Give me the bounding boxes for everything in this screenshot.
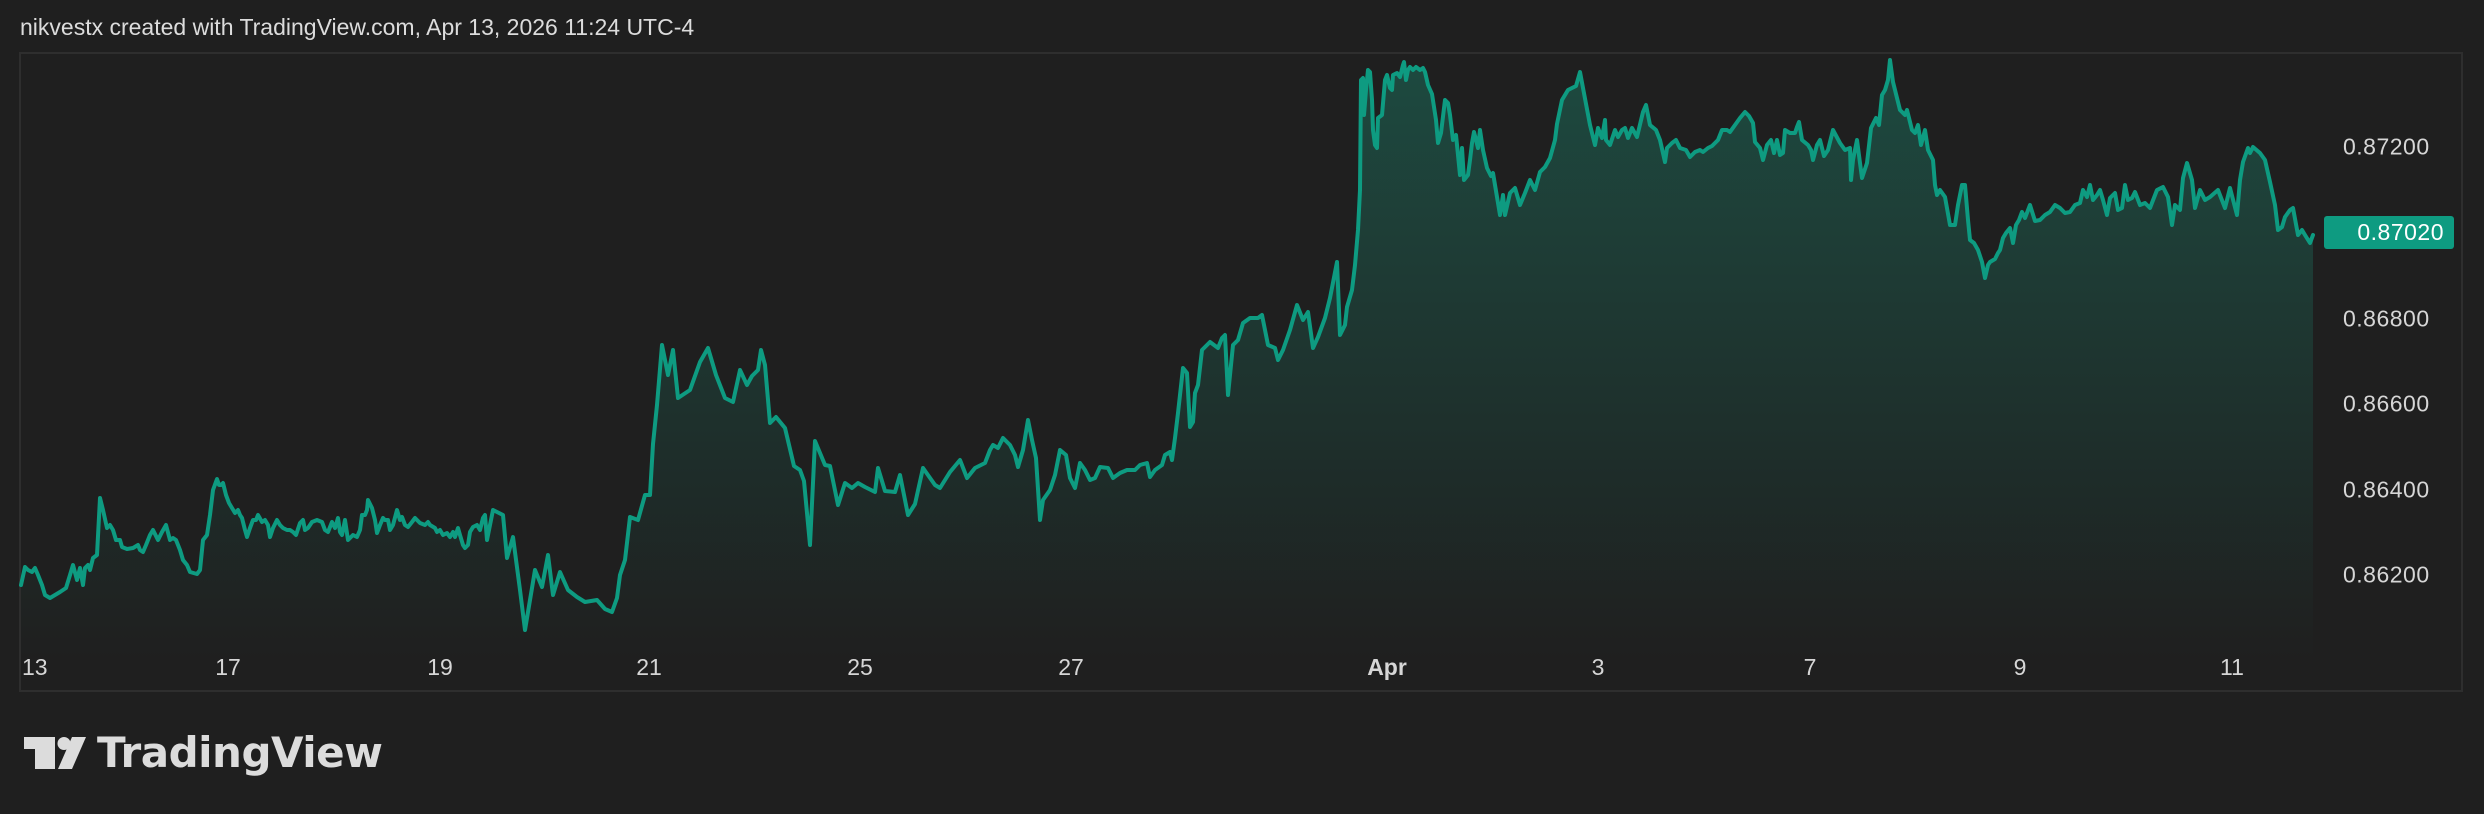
time-axis-label: 9 xyxy=(2013,654,2027,680)
tradingview-logo[interactable] xyxy=(24,736,86,770)
current-price-tag: 0.87020 xyxy=(2324,216,2454,249)
price-axis-label: 0.87200 xyxy=(2343,133,2430,160)
tradingview-logo-icon xyxy=(24,737,86,769)
price-area-fill xyxy=(21,60,2313,690)
tradingview-logo-text[interactable]: TradingView xyxy=(97,728,383,777)
time-axis-label: 25 xyxy=(847,654,873,680)
time-axis-label: 19 xyxy=(427,654,453,680)
time-axis-label: 11 xyxy=(2220,654,2244,680)
time-axis-label: 7 xyxy=(1803,654,1817,680)
price-axis-label: 0.86200 xyxy=(2343,561,2430,588)
time-axis-label: 3 xyxy=(1591,654,1605,680)
chart-frame xyxy=(19,52,2463,692)
time-axis-label: 21 xyxy=(636,654,662,680)
time-axis-label: 27 xyxy=(1058,654,1084,680)
time-axis-label: Apr xyxy=(1367,654,1407,680)
time-axis-label: 17 xyxy=(215,654,241,680)
time-axis-label: 13 xyxy=(22,654,48,680)
price-axis-label: 0.86600 xyxy=(2343,390,2430,417)
current-price-value: 0.87020 xyxy=(2357,219,2444,245)
price-axis-label: 0.86400 xyxy=(2343,476,2430,503)
price-axis-label: 0.86800 xyxy=(2343,305,2430,332)
chart-attribution-title: nikvestx created with TradingView.com, A… xyxy=(20,14,695,40)
price-line xyxy=(19,58,2315,632)
